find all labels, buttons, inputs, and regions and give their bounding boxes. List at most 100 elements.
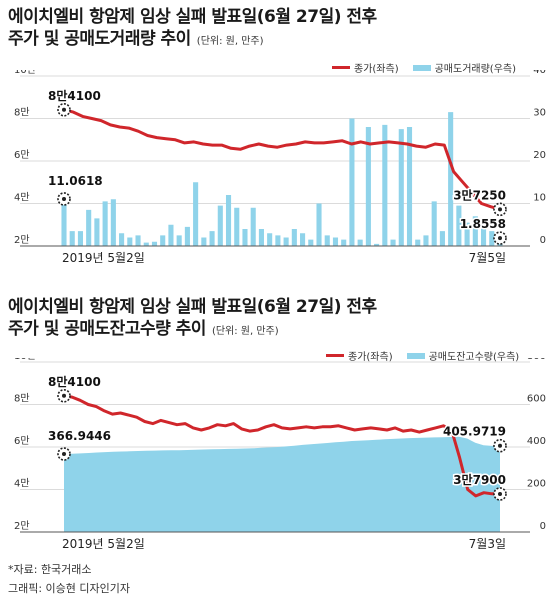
chart2-marker-dot [62, 452, 66, 457]
chart1-bar [217, 205, 223, 246]
chart1-bar [201, 237, 207, 246]
chart2-x-label-start: 2019년 5월2일 [62, 537, 145, 551]
chart1-bar [168, 224, 174, 246]
chart1-bar [291, 229, 297, 246]
chart2-y-right-tick: 600 [527, 394, 546, 405]
chart1-bar [209, 231, 215, 246]
chart2-title-line2: 주가 및 공매도잔고수량 추이 (단위: 원, 만주) [8, 319, 279, 339]
chart2-legend-line-swatch [326, 354, 344, 357]
chart1-bar [135, 235, 141, 246]
chart1-price-line [63, 108, 501, 211]
chart1-y-right-tick: 0 [540, 235, 546, 246]
chart1-annotation-label: 11.0618 [48, 174, 103, 188]
chart1-bar [225, 195, 232, 246]
chart1-bar [439, 231, 445, 246]
chart1-y-right-tick: 30 [533, 108, 546, 119]
chart2-marker-dot [498, 443, 502, 448]
chart1-bar [69, 231, 75, 246]
chart1-bar [480, 226, 487, 246]
chart2-price-line [63, 394, 501, 498]
chart1-marker-dot [62, 107, 66, 112]
chart2-area [64, 436, 500, 532]
chart1-bar [456, 205, 462, 246]
chart1-bar [406, 127, 413, 246]
chart2-legend-label-1: 종가(좌측) [348, 352, 393, 363]
chart1-bar [86, 209, 92, 246]
chart1-annotation-label: 3만7250 [453, 187, 506, 202]
chart2-marker-dot [498, 491, 502, 496]
chart1-bar [102, 201, 108, 246]
chart1-bar [61, 198, 67, 246]
footer-source: *자료: 한국거래소 [8, 563, 92, 576]
chart1-bar [234, 207, 240, 246]
chart1-bar [250, 207, 256, 246]
chart2-title: 에이치엘비 항암제 임상 실패 발표일(6월 27일) 전후 주가 및 공매도잔… [8, 296, 377, 343]
chart1-bar [127, 237, 133, 246]
chart1-y-right-tick: 10 [533, 193, 546, 204]
chart2-marker-dot [62, 393, 66, 398]
chart1-bar [143, 242, 149, 246]
chart2-title-line1: 에이치엘비 항암제 임상 실패 발표일(6월 27일) 전후 [8, 297, 377, 317]
chart1-y-right-tick: 40 [533, 70, 546, 76]
chart1-bar [431, 201, 437, 246]
chart1-legend-bar-swatch [412, 64, 431, 71]
chart1-bar [300, 233, 306, 246]
chart1-bar [193, 182, 199, 246]
chart1-bar [472, 216, 478, 246]
chart2-unit-note: (단위: 원, 만주) [211, 326, 279, 337]
chart1-legend-label-1: 종가(좌측) [354, 64, 399, 75]
chart1-legend-line-swatch [332, 66, 350, 69]
chart2-annotation-label: 405.9719 [443, 425, 506, 439]
chart1-bar [415, 239, 421, 246]
chart1-marker-dot [498, 207, 502, 212]
chart1-bar [275, 235, 281, 246]
chart2-y-left-tick: 8만 [14, 393, 30, 405]
chart1-y-left-tick: 4만 [14, 192, 30, 204]
chart1-marker-dot [62, 196, 66, 201]
chart1-title-line2: 주가 및 공매도거래량 추이 (단위: 원, 만주) [8, 29, 264, 49]
chart1-bar [332, 237, 339, 246]
chart1-bar [94, 218, 100, 246]
chart1-legend-label-2: 공매도거래량(우측) [434, 64, 517, 75]
chart1-annotation-label: 8만4100 [48, 88, 101, 103]
chart1-bar [110, 199, 116, 246]
chart1-y-left-tick: 10만 [14, 70, 36, 76]
chart2-y-right-tick: 400 [527, 436, 546, 447]
chart2-legend-area-swatch [406, 352, 425, 359]
chart1-bar [184, 226, 190, 246]
chart1-bar [357, 239, 363, 246]
chart1-legend: 종가(좌측) 공매도거래량(우측) [332, 60, 516, 75]
chart2-y-left-tick: 4만 [14, 478, 30, 490]
chart1-y-left-tick: 6만 [14, 149, 30, 161]
chart1-bar [382, 124, 388, 246]
chart1-title-line1: 에이치엘비 항암제 임상 실패 발표일(6월 27일) 전후 [8, 7, 377, 27]
chart2-x-label-end: 7월3일 [469, 537, 506, 551]
chart1-bar [119, 233, 125, 246]
chart1-bar [464, 222, 470, 246]
chart1-bar [176, 235, 182, 246]
chart1-bar [349, 118, 355, 246]
chart1-annotation-label: 1.8558 [460, 217, 506, 231]
chart2-annotation-label: 366.9446 [48, 429, 111, 443]
chart2-legend-label-2: 공매도잔고수량(우측) [428, 352, 520, 363]
chart2-annotation-label: 3만7900 [453, 472, 506, 487]
chart1-bar [390, 239, 396, 246]
chart1-bar [283, 237, 289, 246]
chart1-bar [489, 231, 495, 246]
chart2-plot: 10만 8만 6만 4만 2만 800 600 400 200 0 8만4100 366.9446 40… [14, 358, 546, 551]
chart1-y-right-tick: 20 [533, 150, 546, 161]
chart1-bar [267, 233, 273, 246]
chart1-bar [308, 239, 314, 246]
chart1-bar [341, 239, 347, 246]
chart2-y-left-tick: 10만 [14, 358, 36, 362]
chart1-bar [258, 229, 264, 246]
chart1-bar [448, 112, 454, 246]
chart1-title: 에이치엘비 항암제 임상 실패 발표일(6월 27일) 전후 주가 및 공매도거… [8, 6, 377, 53]
chart1-bar [324, 235, 330, 246]
footer-credit: 그래픽: 이승현 디자인기자 [8, 582, 131, 595]
chart2-y-left-tick: 6만 [14, 435, 30, 447]
chart2-legend: 종가(좌측) 공매도잔고수량(우측) [326, 348, 519, 363]
chart1-x-label-end: 7월5일 [469, 251, 506, 265]
chart1-bar [151, 241, 158, 246]
chart1-bar [316, 203, 322, 246]
